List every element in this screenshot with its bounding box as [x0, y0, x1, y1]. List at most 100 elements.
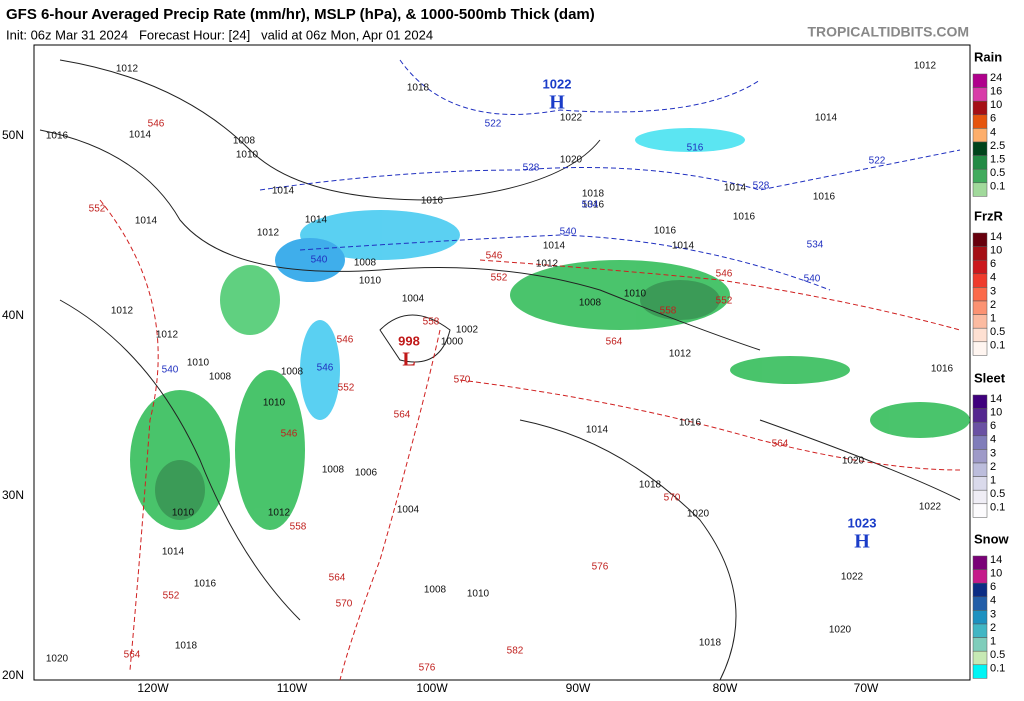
- legend-swatch: [972, 650, 988, 666]
- legend-label: 14: [990, 393, 1002, 405]
- snow-area: [635, 128, 745, 152]
- legend-label: 3: [990, 285, 996, 297]
- isobar-label: 1018: [639, 480, 662, 491]
- legend-label: 6: [990, 113, 996, 125]
- legend-swatch: [972, 623, 988, 638]
- thickness-label: 528: [753, 181, 770, 192]
- legend-label: 1.5: [990, 154, 1005, 166]
- legend-label: 14: [990, 231, 1002, 243]
- rain-area: [220, 265, 280, 335]
- thickness-label: 552: [89, 204, 106, 215]
- isobar-label: 1014: [586, 425, 609, 436]
- legend-swatch: [972, 449, 988, 464]
- legend-label: 0.1: [990, 663, 1005, 675]
- thickness-label: 546: [486, 251, 503, 262]
- isobar-label: 1018: [699, 638, 722, 649]
- isobar-label: 1002: [456, 325, 479, 336]
- legend-label: 10: [990, 407, 1002, 419]
- precip: [130, 128, 970, 530]
- legend-label: 0.1: [990, 181, 1005, 193]
- center-value: 1022: [543, 76, 572, 91]
- isobar-label: 1008: [322, 465, 345, 476]
- thickness-label: 534: [807, 240, 824, 251]
- legend-swatch: [972, 435, 988, 450]
- legend-label: 2.5: [990, 140, 1005, 152]
- thickness-line: [259, 149, 961, 191]
- isobar-label: 1016: [46, 131, 69, 142]
- isobar-label: 1020: [829, 625, 852, 636]
- isobar-label: 1014: [129, 130, 152, 141]
- isobar: [59, 59, 601, 201]
- isobar-label: 1012: [268, 508, 291, 519]
- legend-swatch: [972, 596, 988, 611]
- thickness-label: 546: [337, 335, 354, 346]
- isobar-label: 1018: [407, 83, 430, 94]
- legend-swatch: [972, 476, 988, 491]
- legend-label: 2: [990, 461, 996, 473]
- isobar-label: 1010: [172, 508, 195, 519]
- isobar-label: 1022: [841, 572, 864, 583]
- legend-swatch: [972, 462, 988, 477]
- isobar-label: 1010: [467, 589, 490, 600]
- lon-label: 90W: [566, 681, 591, 695]
- legend-swatch: [972, 421, 988, 437]
- legend-swatch: [972, 114, 988, 129]
- legend-label: 10: [990, 568, 1002, 580]
- isobar-label: 1010: [263, 398, 286, 409]
- thickness-label: 570: [454, 375, 471, 386]
- legend-swatch: [972, 503, 988, 518]
- legend-swatch: [972, 637, 988, 652]
- isobar-label: 1014: [672, 241, 695, 252]
- legend-label: 1: [990, 313, 996, 325]
- thickness-label: 540: [804, 274, 821, 285]
- lon-label: 100W: [416, 681, 448, 695]
- legend-swatch: [972, 168, 988, 184]
- legend-swatch: [972, 87, 988, 102]
- legend-swatch: [972, 582, 988, 598]
- legend-swatch: [972, 246, 988, 261]
- legend-swatch: [972, 141, 988, 156]
- thickness-label: 540: [162, 365, 179, 376]
- legend-label: 2: [990, 299, 996, 311]
- isobar: [379, 314, 451, 363]
- rain-area: [155, 460, 205, 520]
- isobar-label: 1012: [116, 64, 139, 75]
- isobar-label: 1010: [624, 289, 647, 300]
- thickness-label: 570: [664, 493, 681, 504]
- lat-label: 50N: [2, 128, 24, 142]
- legend-label: 14: [990, 554, 1002, 566]
- isobar-label: 1012: [111, 306, 134, 317]
- legend-swatch: [972, 314, 988, 329]
- isobar-label: 1012: [669, 349, 692, 360]
- isobar-label: 1012: [257, 228, 280, 239]
- thickness-label: 522: [485, 119, 502, 130]
- isobar-label: 1016: [813, 192, 836, 203]
- thickness-label: 552: [338, 383, 355, 394]
- legend-swatch: [972, 327, 988, 343]
- thickness-line: [399, 59, 761, 115]
- legend-swatch: [972, 489, 988, 505]
- legend-label: 6: [990, 258, 996, 270]
- isobar-label: 1018: [175, 641, 198, 652]
- legend-label: 0.5: [990, 488, 1005, 500]
- isobar-label: 1014: [724, 183, 747, 194]
- isobar-label: 1022: [919, 502, 942, 513]
- legend-label: 10: [990, 245, 1002, 257]
- isobar-label: 1012: [536, 259, 559, 270]
- isobar-label: 1008: [281, 367, 304, 378]
- legend-swatch: [972, 259, 988, 275]
- legend-label: 1: [990, 636, 996, 648]
- isobar-label: 1004: [402, 294, 425, 305]
- legend-label: 1: [990, 475, 996, 487]
- isobar-label: 1010: [187, 358, 210, 369]
- isobar-label: 1008: [579, 298, 602, 309]
- thickness-label: 558: [423, 317, 440, 328]
- lon-label: 80W: [713, 681, 738, 695]
- lon-label: 110W: [277, 681, 308, 695]
- legend-swatch: [972, 100, 988, 116]
- isobar: [59, 299, 301, 621]
- thickness-label: 576: [419, 663, 436, 674]
- isobar-label: 1020: [687, 509, 710, 520]
- isobar-label: 1008: [233, 136, 256, 147]
